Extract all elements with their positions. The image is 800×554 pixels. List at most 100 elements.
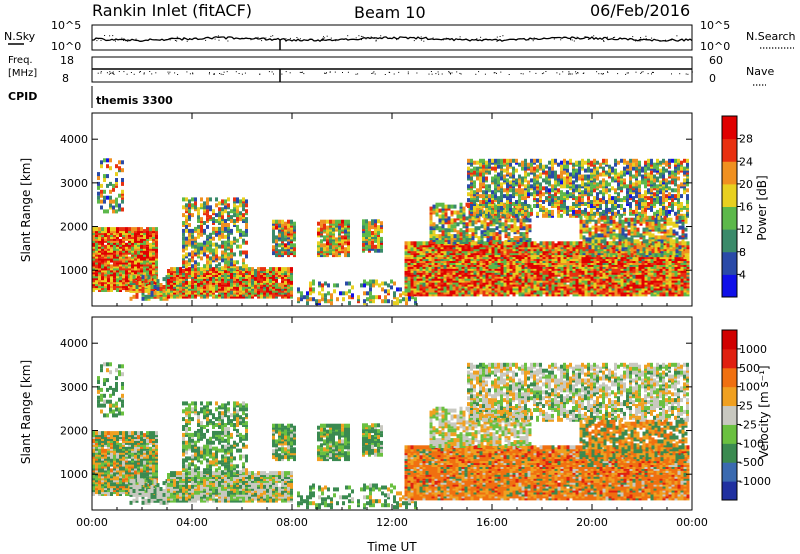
power-cell — [569, 241, 573, 246]
power-cell — [209, 215, 212, 220]
power-cell — [188, 258, 191, 263]
nsearch-dot — [171, 38, 173, 40]
nave-dot — [389, 72, 391, 73]
power-cell — [248, 267, 251, 272]
power-cell — [162, 292, 166, 297]
power-cell — [206, 266, 209, 271]
nave-dot — [112, 71, 114, 73]
power-cell — [614, 259, 618, 263]
power-cell — [384, 295, 387, 300]
power-cell — [509, 276, 513, 281]
power-cell — [233, 236, 236, 241]
nave-dot — [617, 73, 619, 75]
power-cell — [377, 244, 380, 249]
power-cell — [230, 244, 233, 249]
power-cell — [368, 221, 371, 226]
nave-dot — [169, 71, 171, 73]
power-cell — [233, 219, 236, 223]
power-cell — [141, 288, 145, 293]
power-cell — [221, 223, 224, 227]
power-cell — [530, 276, 534, 281]
power-cell — [242, 203, 245, 208]
power-cell — [444, 228, 448, 233]
nave-dot — [143, 73, 145, 75]
power-cell — [461, 255, 465, 260]
power-cell — [441, 240, 445, 244]
power-cell — [146, 246, 149, 251]
power-cell — [626, 284, 630, 289]
power-cell — [191, 234, 194, 239]
nave-dot — [493, 72, 495, 74]
power-cell — [109, 189, 112, 194]
nsearch-dot — [261, 40, 263, 42]
power-cell — [287, 278, 290, 283]
power-cell — [429, 220, 433, 225]
power-cell — [566, 284, 570, 289]
power-cell — [444, 234, 448, 239]
power-cell — [197, 219, 200, 223]
power-cell — [185, 197, 188, 202]
power-cell — [521, 282, 525, 287]
power-cell — [97, 172, 100, 177]
nave-dot — [303, 73, 305, 75]
power-cell — [287, 223, 290, 228]
power-cell — [390, 279, 393, 284]
power-cell — [351, 285, 354, 290]
nave-dot — [167, 71, 169, 73]
power-cell — [509, 241, 513, 246]
nsearch-dot — [217, 35, 219, 37]
power-cell — [209, 280, 212, 285]
power-cell — [121, 168, 124, 173]
freq-tick-top: 18 — [60, 54, 74, 67]
nave-dot — [192, 72, 194, 74]
power-cell — [447, 204, 451, 209]
nave-dot — [219, 73, 221, 74]
power-cell — [135, 285, 139, 289]
power-cell — [647, 284, 651, 289]
nave-dot — [118, 71, 120, 72]
nsky-tick-top: 10^5 — [51, 19, 81, 32]
power-cell — [641, 261, 645, 265]
power-cell — [188, 252, 191, 257]
nsearch-dot — [640, 38, 642, 40]
nave-dot — [484, 73, 486, 75]
power-cell — [393, 281, 396, 286]
power-cell — [369, 279, 372, 284]
power-cell — [407, 241, 411, 246]
power-cell — [191, 280, 194, 285]
nave-dot — [325, 72, 327, 74]
nave-dot — [149, 71, 151, 72]
nsearch-dot — [321, 40, 323, 41]
power-cell — [284, 221, 287, 226]
power-cell — [221, 215, 224, 220]
power-cell — [110, 278, 113, 283]
power-cell — [182, 236, 185, 241]
power-cell — [348, 301, 351, 306]
power-cell — [318, 299, 321, 304]
power-cell — [330, 293, 333, 298]
power-cell — [524, 259, 528, 263]
power-cell — [143, 252, 146, 257]
power-cell — [122, 274, 125, 279]
nave-dot — [687, 73, 689, 75]
power-cell — [115, 164, 118, 169]
nave-dot — [281, 73, 283, 75]
power-cell — [617, 268, 621, 273]
power-cell — [131, 238, 134, 243]
nsearch-dot — [375, 40, 377, 42]
power-cell — [146, 272, 149, 277]
power-cell — [194, 226, 197, 231]
power-cell — [239, 217, 242, 222]
nave-dot — [100, 72, 102, 74]
power-cell — [293, 221, 296, 226]
power-cell — [182, 205, 185, 210]
power-cell — [456, 214, 460, 219]
power-cell — [278, 282, 281, 287]
power-cell — [339, 291, 342, 296]
power-cell — [224, 234, 227, 239]
power-cell — [194, 273, 197, 277]
power-cell — [278, 243, 281, 248]
power-cell — [429, 240, 433, 244]
power-cell — [323, 219, 326, 224]
power-cell — [95, 272, 98, 277]
